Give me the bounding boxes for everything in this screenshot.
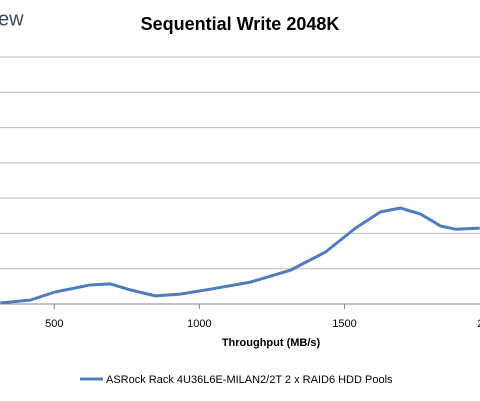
brand: ew [0, 8, 24, 30]
x-tick-label: 1000 [187, 318, 211, 330]
x-tick-label: 500 [45, 318, 63, 330]
line [0, 206, 480, 305]
x-axis-label: Throughput (MB/s) [222, 337, 321, 349]
legend-label: ASRock Rack 4U36L6E-MILAN2/2T 2 x RAID6 … [106, 374, 393, 386]
chart-title: Sequential Write 2048K [141, 14, 340, 34]
x-tick-label: 1500 [332, 318, 356, 330]
x-tick-label: 2000 [477, 318, 480, 330]
